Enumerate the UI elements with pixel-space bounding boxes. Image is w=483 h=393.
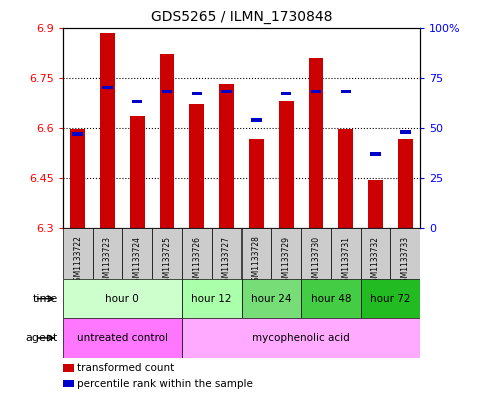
Bar bbox=[93, 228, 122, 279]
Text: GSM1133726: GSM1133726 bbox=[192, 235, 201, 286]
Text: mycophenolic acid: mycophenolic acid bbox=[252, 333, 350, 343]
Text: GSM1133725: GSM1133725 bbox=[163, 235, 171, 286]
Bar bbox=[159, 54, 174, 228]
Title: GDS5265 / ILMN_1730848: GDS5265 / ILMN_1730848 bbox=[151, 10, 332, 24]
Text: transformed count: transformed count bbox=[77, 363, 174, 373]
Text: untreated control: untreated control bbox=[77, 333, 168, 343]
Bar bbox=[102, 86, 113, 90]
Text: GSM1133731: GSM1133731 bbox=[341, 235, 350, 286]
Text: agent: agent bbox=[26, 333, 58, 343]
Text: time: time bbox=[33, 294, 58, 304]
Bar bbox=[63, 380, 73, 387]
Bar bbox=[390, 228, 420, 279]
Text: GSM1133729: GSM1133729 bbox=[282, 235, 291, 286]
Bar bbox=[162, 90, 172, 94]
Bar bbox=[301, 279, 361, 318]
Text: GSM1133733: GSM1133733 bbox=[401, 235, 410, 287]
Bar bbox=[251, 118, 262, 121]
Text: GSM1133732: GSM1133732 bbox=[371, 235, 380, 286]
Text: percentile rank within the sample: percentile rank within the sample bbox=[77, 379, 253, 389]
Bar bbox=[182, 318, 420, 358]
Bar bbox=[63, 228, 93, 279]
Bar bbox=[63, 279, 182, 318]
Text: GSM1133723: GSM1133723 bbox=[103, 235, 112, 286]
Bar bbox=[132, 100, 142, 103]
Bar bbox=[63, 364, 73, 372]
Bar bbox=[63, 318, 182, 358]
Bar bbox=[122, 228, 152, 279]
Text: hour 24: hour 24 bbox=[251, 294, 292, 304]
Bar bbox=[341, 90, 351, 94]
Bar bbox=[338, 129, 353, 228]
Text: GSM1133728: GSM1133728 bbox=[252, 235, 261, 286]
Bar bbox=[281, 92, 291, 95]
Bar bbox=[311, 90, 321, 94]
Text: GSM1133727: GSM1133727 bbox=[222, 235, 231, 286]
Bar bbox=[221, 90, 232, 94]
Bar bbox=[100, 33, 115, 228]
Bar bbox=[182, 228, 212, 279]
Bar bbox=[370, 152, 381, 156]
Bar bbox=[361, 228, 390, 279]
Text: hour 48: hour 48 bbox=[311, 294, 351, 304]
Text: GSM1133724: GSM1133724 bbox=[133, 235, 142, 286]
Text: GSM1133730: GSM1133730 bbox=[312, 235, 320, 287]
Bar bbox=[70, 129, 85, 228]
Bar bbox=[152, 228, 182, 279]
Bar bbox=[72, 132, 83, 136]
Text: hour 72: hour 72 bbox=[370, 294, 411, 304]
Text: hour 0: hour 0 bbox=[105, 294, 139, 304]
Text: GSM1133722: GSM1133722 bbox=[73, 235, 82, 286]
Bar bbox=[219, 84, 234, 228]
Bar bbox=[182, 279, 242, 318]
Bar bbox=[361, 279, 420, 318]
Bar bbox=[271, 228, 301, 279]
Bar bbox=[249, 140, 264, 228]
Bar bbox=[242, 279, 301, 318]
Bar bbox=[301, 228, 331, 279]
Bar bbox=[189, 105, 204, 228]
Bar bbox=[398, 140, 413, 228]
Bar bbox=[130, 116, 145, 228]
Bar bbox=[400, 130, 411, 134]
Bar bbox=[309, 58, 324, 228]
Bar bbox=[212, 228, 242, 279]
Bar bbox=[331, 228, 361, 279]
Bar bbox=[192, 92, 202, 95]
Text: hour 12: hour 12 bbox=[191, 294, 232, 304]
Bar bbox=[368, 180, 383, 228]
Bar bbox=[242, 228, 271, 279]
Bar bbox=[279, 101, 294, 228]
